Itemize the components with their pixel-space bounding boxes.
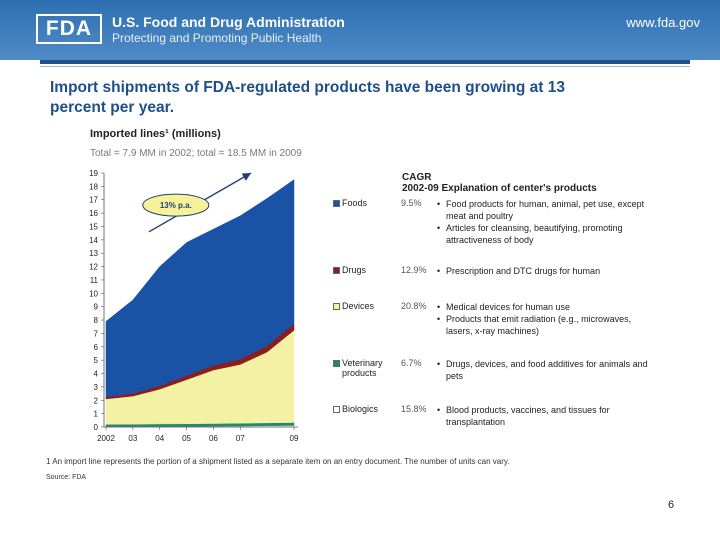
x-tick-label-06: 06 <box>209 434 218 443</box>
legend-swatch-drugs <box>333 267 340 274</box>
x-tick-label-07: 07 <box>236 434 245 443</box>
header-rule-light <box>40 66 690 67</box>
legend-description-item: Blood products, vaccines, and tissues fo… <box>437 404 657 428</box>
agency-tagline: Protecting and Promoting Public Health <box>112 31 322 45</box>
y-tick-label-2: 2 <box>94 396 99 405</box>
y-tick-label-15: 15 <box>89 222 98 231</box>
legend-description-item: Prescription and DTC drugs for human <box>437 265 657 277</box>
x-tick-label-04: 04 <box>155 434 164 443</box>
area-series-foods <box>105 179 295 398</box>
y-tick-label-3: 3 <box>94 383 99 392</box>
legend-description-veterinary-products: Drugs, devices, and food additives for a… <box>437 358 657 382</box>
legend-description-drugs: Prescription and DTC drugs for human <box>437 265 657 277</box>
legend-swatch-devices <box>333 303 340 310</box>
legend-header-cagr: CAGR <box>402 172 432 183</box>
footnote: 1 An import line represents the portion … <box>46 457 510 466</box>
x-tick-label-2002: 2002 <box>97 434 115 443</box>
y-tick-label-11: 11 <box>90 276 99 285</box>
legend-description-item: Food products for human, animal, pet use… <box>437 198 657 222</box>
slide-title: Import shipments of FDA-regulated produc… <box>50 79 566 116</box>
x-tick-label-05: 05 <box>182 434 191 443</box>
y-tick-label-9: 9 <box>94 303 99 312</box>
page-number: 6 <box>668 499 675 511</box>
legend-cagr-devices: 20.8% <box>401 301 427 311</box>
chart-title: Imported lines¹ (millions) <box>90 128 221 140</box>
agency-name: U.S. Food and Drug Administration <box>112 14 345 30</box>
annotation-label: 13% p.a. <box>160 201 192 210</box>
legend-cagr-biologics: 15.8% <box>401 404 427 414</box>
legend-label-drugs: Drugs <box>342 265 367 275</box>
y-tick-label-7: 7 <box>94 329 99 338</box>
y-tick-label-8: 8 <box>94 316 99 325</box>
legend-description-item: Medical devices for human use <box>437 301 657 313</box>
legend-label-veterinary-products: Veterinary products <box>342 358 383 378</box>
y-tick-label-1: 1 <box>94 410 99 419</box>
y-tick-label-5: 5 <box>94 356 99 365</box>
y-tick-label-18: 18 <box>89 182 98 191</box>
legend-cagr-drugs: 12.9% <box>401 265 427 275</box>
y-tick-label-6: 6 <box>94 343 99 352</box>
y-tick-label-4: 4 <box>94 370 99 379</box>
legend-description-item: Drugs, devices, and food additives for a… <box>437 358 657 382</box>
legend-description-biologics: Blood products, vaccines, and tissues fo… <box>437 404 657 428</box>
source-note: Source: FDA <box>46 474 87 481</box>
legend-header-explanation: 2002-09 Explanation of center's products <box>402 183 597 194</box>
annotation-bubble <box>142 193 210 217</box>
legend-swatch-foods <box>333 200 340 207</box>
header-rule-dark <box>40 60 690 64</box>
y-tick-label-17: 17 <box>89 196 98 205</box>
chart-subtitle: Total = 7.9 MM in 2002; total = 18.5 MM … <box>90 148 302 159</box>
legend-swatch-biologics <box>333 406 340 413</box>
legend-description-devices: Medical devices for human useProducts th… <box>437 301 657 337</box>
x-tick-label-03: 03 <box>128 434 137 443</box>
y-tick-label-12: 12 <box>89 263 98 272</box>
legend-cagr-veterinary-products: 6.7% <box>401 358 422 368</box>
legend-label-foods: Foods <box>342 198 368 208</box>
y-tick-label-10: 10 <box>89 289 98 298</box>
legend-label-devices: Devices <box>342 301 375 311</box>
legend-label-biologics: Biologics <box>342 404 379 414</box>
fda-header-banner: FDA U.S. Food and Drug Administration Pr… <box>0 0 720 60</box>
fda-logo: FDA <box>36 14 102 44</box>
y-tick-label-16: 16 <box>89 209 98 218</box>
y-tick-label-14: 14 <box>89 236 98 245</box>
site-url-link[interactable]: www.fda.gov <box>626 15 700 30</box>
legend-description-item: Articles for cleansing, beautifying, pro… <box>437 222 657 246</box>
y-tick-label-0: 0 <box>94 423 99 432</box>
legend-header: CAGR 2002-09 Explanation of center's pro… <box>402 172 597 194</box>
legend-cagr-foods: 9.5% <box>401 198 422 208</box>
legend-swatch-veterinary-products <box>333 360 340 367</box>
legend-description-item: Products that emit radiation (e.g., micr… <box>437 313 657 337</box>
legend-description-foods: Food products for human, animal, pet use… <box>437 198 657 246</box>
y-tick-label-19: 19 <box>89 169 98 178</box>
x-tick-label-09: 09 <box>290 434 299 443</box>
y-tick-label-13: 13 <box>89 249 98 258</box>
